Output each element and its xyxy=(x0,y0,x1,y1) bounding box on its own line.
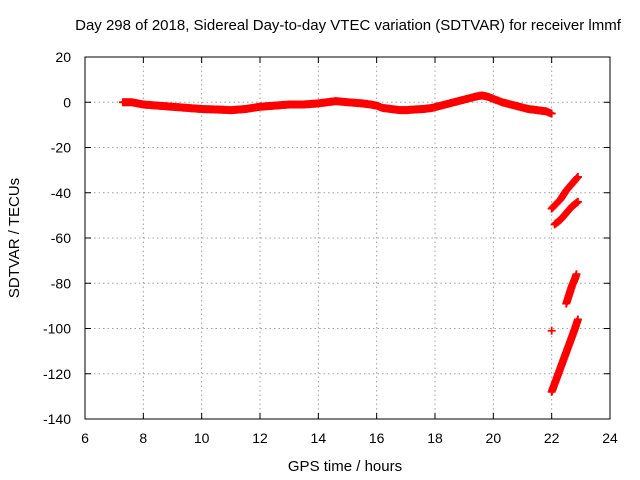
data-point xyxy=(573,172,582,181)
data-point xyxy=(573,315,582,324)
x-tick-label: 20 xyxy=(486,430,502,446)
data-point xyxy=(547,326,556,335)
y-tick-label: -120 xyxy=(43,366,71,382)
y-tick-label: -140 xyxy=(43,411,71,427)
x-tick-label: 6 xyxy=(81,430,89,446)
y-tick-labels: 20 0 -20 -40 -60 -80 -100 -120 -140 xyxy=(43,49,71,427)
x-tick-label: 12 xyxy=(252,430,268,446)
x-tick-label: 14 xyxy=(311,430,327,446)
y-tick-label: 0 xyxy=(63,94,71,110)
y-tick-label: -60 xyxy=(51,230,71,246)
x-tick-label: 16 xyxy=(369,430,385,446)
y-axis-label: SDTVAR / TECUs xyxy=(6,178,23,298)
plot-frame xyxy=(84,56,611,420)
y-tick-label: -40 xyxy=(51,185,71,201)
x-tick-label: 10 xyxy=(194,430,210,446)
y-tick-label: 20 xyxy=(55,49,71,65)
data-points xyxy=(118,91,582,396)
x-tick-label: 18 xyxy=(427,430,443,446)
y-tick-label: -20 xyxy=(51,140,71,156)
data-point xyxy=(572,270,581,279)
y-tick-label: -100 xyxy=(43,321,71,337)
x-tick-label: 8 xyxy=(139,430,147,446)
chart-title: Day 298 of 2018, Sidereal Day-to-day VTE… xyxy=(75,17,622,34)
data-point xyxy=(547,109,556,118)
x-axis-label: GPS time / hours xyxy=(288,458,402,475)
x-tick-label: 22 xyxy=(544,430,560,446)
x-tick-label: 24 xyxy=(602,430,618,446)
x-tick-labels: 6 8 10 12 14 16 18 20 22 24 xyxy=(81,430,618,446)
data-point xyxy=(573,197,582,206)
y-tick-label: -80 xyxy=(51,275,71,291)
